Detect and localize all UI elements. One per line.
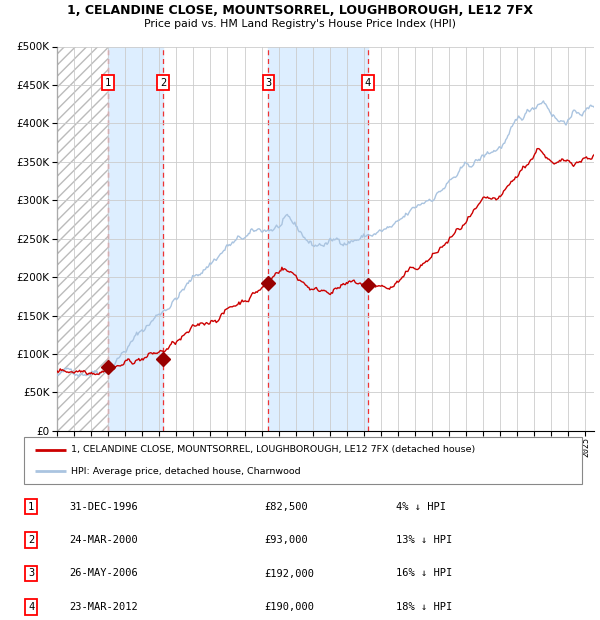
Text: 16% ↓ HPI: 16% ↓ HPI (396, 569, 452, 578)
FancyBboxPatch shape (24, 437, 582, 484)
Text: 1: 1 (28, 502, 34, 512)
Text: 4% ↓ HPI: 4% ↓ HPI (396, 502, 446, 512)
Text: 3: 3 (28, 569, 34, 578)
Text: 18% ↓ HPI: 18% ↓ HPI (396, 602, 452, 612)
Text: 13% ↓ HPI: 13% ↓ HPI (396, 535, 452, 545)
Bar (268, 46, 368, 431)
Text: 24-MAR-2000: 24-MAR-2000 (69, 535, 138, 545)
Text: 4: 4 (365, 78, 371, 87)
Text: 1, CELANDINE CLOSE, MOUNTSORREL, LOUGHBOROUGH, LE12 7FX: 1, CELANDINE CLOSE, MOUNTSORREL, LOUGHBO… (67, 4, 533, 17)
Text: £192,000: £192,000 (264, 569, 314, 578)
Text: 23-MAR-2012: 23-MAR-2012 (69, 602, 138, 612)
Text: 4: 4 (28, 602, 34, 612)
Bar (108, 46, 163, 431)
Text: 2: 2 (160, 78, 166, 87)
Bar (57, 46, 108, 431)
Text: £190,000: £190,000 (264, 602, 314, 612)
Text: £82,500: £82,500 (264, 502, 308, 512)
Text: 3: 3 (265, 78, 272, 87)
Text: 1: 1 (105, 78, 111, 87)
Text: 2: 2 (28, 535, 34, 545)
Text: HPI: Average price, detached house, Charnwood: HPI: Average price, detached house, Char… (71, 466, 301, 476)
Text: 26-MAY-2006: 26-MAY-2006 (69, 569, 138, 578)
Text: 1, CELANDINE CLOSE, MOUNTSORREL, LOUGHBOROUGH, LE12 7FX (detached house): 1, CELANDINE CLOSE, MOUNTSORREL, LOUGHBO… (71, 445, 476, 454)
Text: 31-DEC-1996: 31-DEC-1996 (69, 502, 138, 512)
Text: Price paid vs. HM Land Registry's House Price Index (HPI): Price paid vs. HM Land Registry's House … (144, 19, 456, 29)
Text: £93,000: £93,000 (264, 535, 308, 545)
